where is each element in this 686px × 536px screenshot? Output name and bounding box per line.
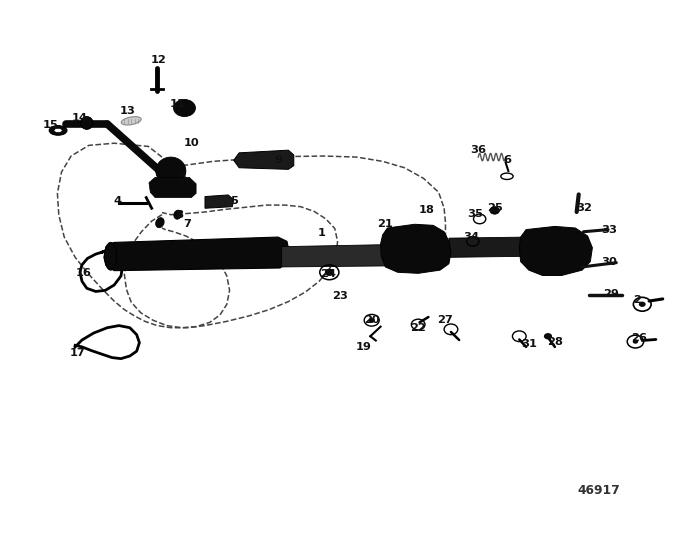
Text: 8: 8: [175, 210, 183, 220]
Circle shape: [632, 339, 638, 344]
Polygon shape: [104, 237, 288, 271]
Ellipse shape: [54, 128, 62, 132]
Circle shape: [639, 302, 646, 307]
Text: 2: 2: [633, 295, 641, 305]
Text: 4: 4: [114, 196, 121, 206]
Text: 21: 21: [377, 219, 393, 229]
Text: 29: 29: [604, 288, 619, 299]
Text: 46917: 46917: [578, 485, 621, 497]
Text: 22: 22: [410, 323, 426, 333]
Text: 7: 7: [183, 219, 191, 229]
Text: 30: 30: [602, 257, 617, 266]
Polygon shape: [381, 224, 451, 273]
Circle shape: [544, 333, 552, 339]
Polygon shape: [149, 177, 196, 198]
Text: 18: 18: [418, 205, 434, 215]
Text: 20: 20: [364, 315, 379, 325]
Circle shape: [490, 207, 499, 214]
Text: 14: 14: [72, 113, 88, 123]
Text: 1: 1: [317, 228, 325, 239]
Text: 26: 26: [631, 333, 647, 344]
Text: 23: 23: [331, 291, 348, 301]
Polygon shape: [205, 195, 234, 209]
Ellipse shape: [49, 125, 67, 135]
Text: 31: 31: [521, 339, 537, 349]
Text: 9: 9: [274, 155, 282, 165]
Polygon shape: [449, 237, 529, 257]
Text: 35: 35: [467, 209, 483, 219]
Text: 5: 5: [230, 196, 237, 206]
Text: 28: 28: [547, 337, 563, 347]
Text: 33: 33: [602, 225, 617, 235]
Text: 34: 34: [464, 232, 480, 242]
Ellipse shape: [156, 218, 164, 228]
Ellipse shape: [156, 157, 186, 185]
Text: 3: 3: [178, 173, 187, 182]
Text: 32: 32: [576, 203, 592, 213]
Text: 27: 27: [438, 315, 453, 325]
Text: 10: 10: [183, 138, 199, 148]
Text: 16: 16: [75, 269, 91, 278]
Text: 13: 13: [120, 106, 136, 116]
Ellipse shape: [104, 242, 117, 270]
Text: 15: 15: [43, 120, 58, 130]
Text: 12: 12: [151, 55, 167, 65]
Text: 11: 11: [170, 99, 185, 109]
Text: 19: 19: [355, 342, 371, 352]
Circle shape: [174, 100, 196, 116]
Polygon shape: [519, 226, 593, 276]
Circle shape: [369, 318, 375, 322]
Ellipse shape: [81, 116, 93, 129]
Ellipse shape: [174, 210, 182, 219]
Text: 36: 36: [471, 145, 486, 154]
Polygon shape: [281, 244, 394, 267]
Circle shape: [325, 269, 333, 276]
Text: 6: 6: [503, 155, 511, 165]
Text: 25: 25: [487, 203, 503, 213]
Ellipse shape: [121, 117, 141, 125]
Polygon shape: [234, 150, 294, 169]
Text: 24: 24: [320, 270, 336, 279]
Text: 17: 17: [70, 348, 86, 358]
